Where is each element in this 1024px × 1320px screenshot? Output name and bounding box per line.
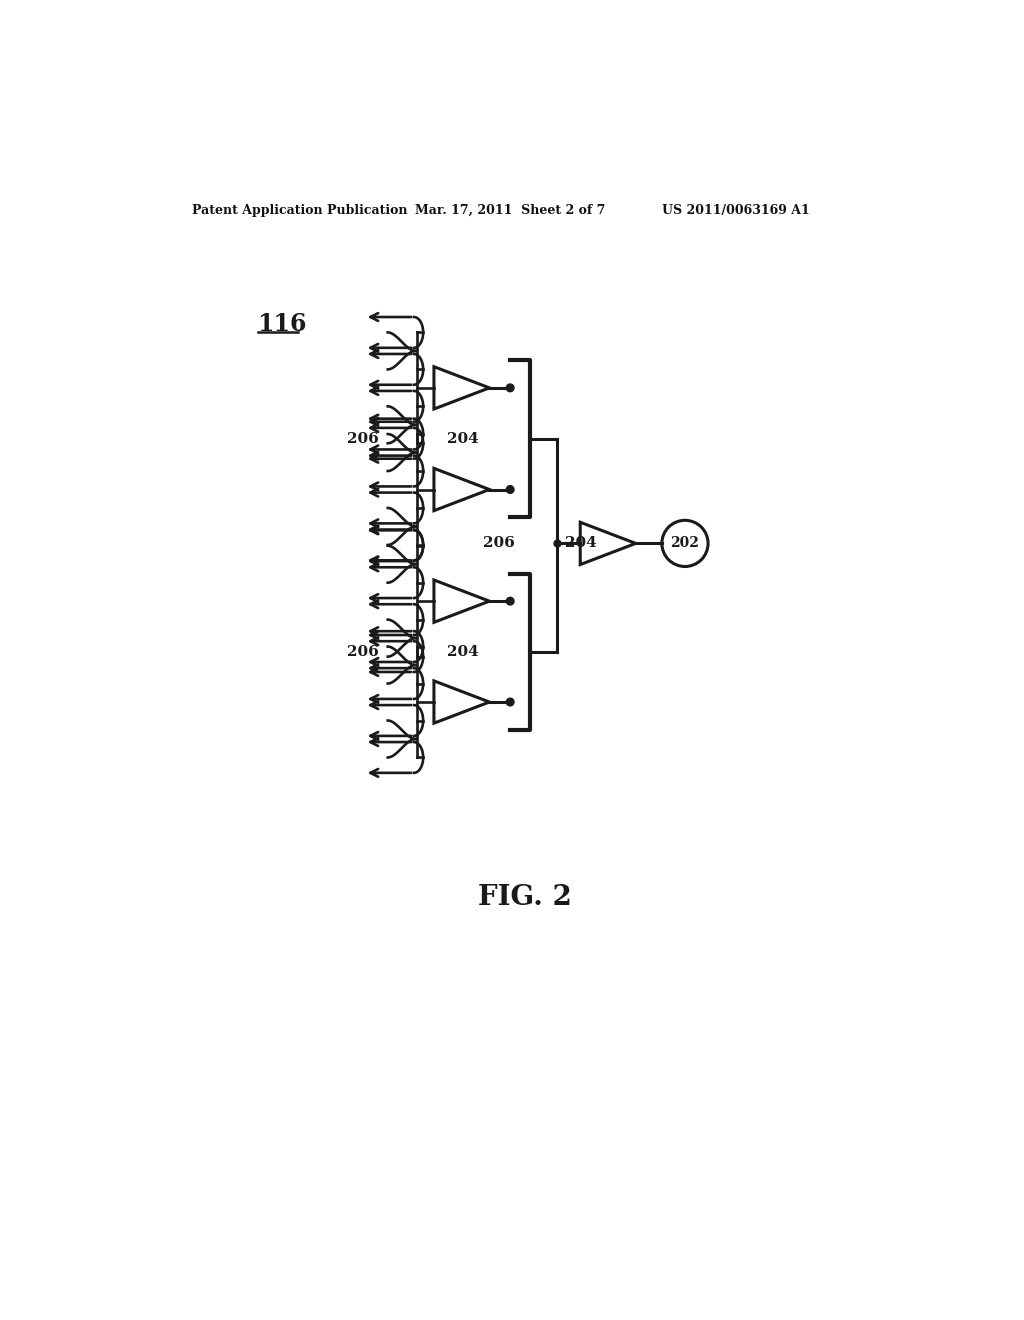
Circle shape [506,698,514,706]
Text: 204: 204 [447,644,479,659]
Text: 202: 202 [671,536,699,550]
Text: 206: 206 [347,644,379,659]
Text: 204: 204 [565,536,597,550]
Text: Mar. 17, 2011  Sheet 2 of 7: Mar. 17, 2011 Sheet 2 of 7 [416,205,606,218]
Text: 206: 206 [347,432,379,446]
Text: Patent Application Publication: Patent Application Publication [193,205,408,218]
Text: FIG. 2: FIG. 2 [478,884,571,911]
Circle shape [506,597,514,605]
Text: US 2011/0063169 A1: US 2011/0063169 A1 [662,205,810,218]
Text: 206: 206 [483,536,515,550]
Circle shape [506,486,514,494]
Text: 116: 116 [258,312,307,337]
Text: 204: 204 [447,432,479,446]
Circle shape [506,384,514,392]
